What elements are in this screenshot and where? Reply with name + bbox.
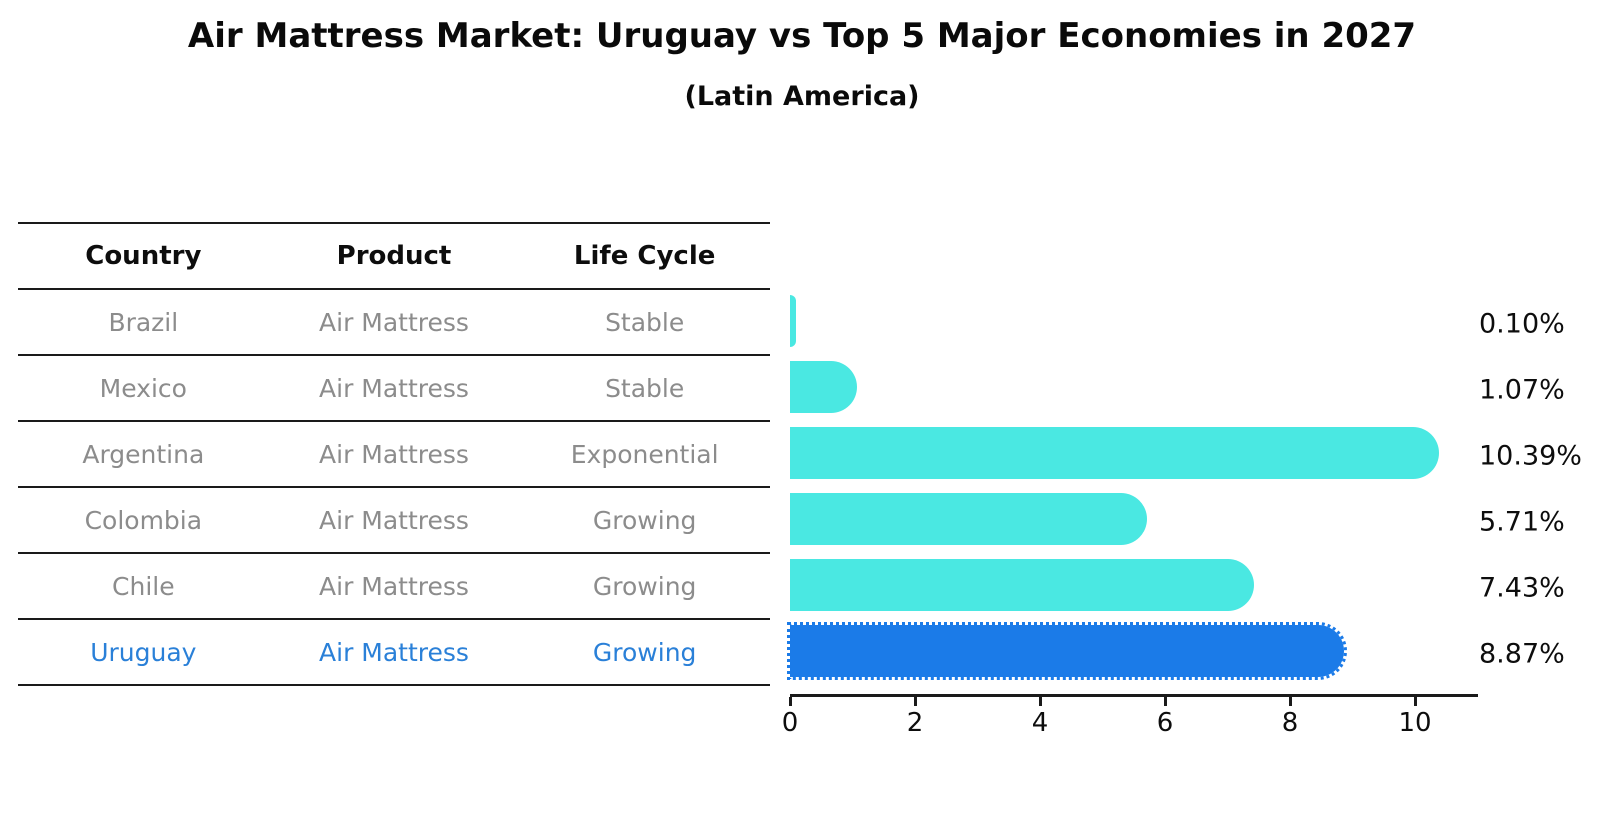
bar-value-label: 10.39%	[1479, 440, 1582, 472]
bar-mexico	[790, 361, 857, 413]
table-cell-life_cycle: Growing	[592, 637, 697, 667]
bar-chile	[790, 559, 1255, 611]
bar-brazil	[790, 295, 797, 347]
country-table: Country Product Life Cycle Brazil Air Mat…	[18, 222, 770, 686]
x-axis-tick	[1288, 697, 1292, 706]
bar-value-label: 7.43%	[1479, 572, 1565, 604]
table-cell-country: Colombia	[84, 505, 203, 535]
table-cell-country: Chile	[112, 571, 175, 601]
x-axis-tick-label: 6	[1156, 708, 1174, 738]
bar-uruguay	[786, 622, 1348, 680]
chart-title: Air Mattress Market: Uruguay vs Top 5 Ma…	[187, 16, 1417, 56]
table-cell-life_cycle: Growing	[592, 571, 697, 601]
x-axis-tick-label: 2	[906, 708, 924, 738]
table-body: Brazil Air Mattress Stable Mexico Air Mattre…	[18, 290, 770, 686]
bar-argentina	[790, 427, 1440, 479]
table-cell-product: Air Mattress	[319, 373, 469, 403]
x-axis-line	[790, 694, 1478, 697]
x-axis-tick	[788, 697, 792, 706]
x-axis-tick	[1038, 697, 1042, 706]
table-cell-country: Argentina	[82, 439, 205, 469]
bar-value-label: 1.07%	[1479, 374, 1565, 406]
table-header-country: Country	[85, 241, 202, 271]
table-cell-product: Air Mattress	[319, 307, 469, 337]
table-cell-life_cycle: Exponential	[570, 439, 719, 469]
bar-value-label: 8.87%	[1479, 638, 1565, 670]
bar-value-label: 5.71%	[1479, 506, 1565, 538]
x-axis-tick	[1413, 697, 1417, 706]
x-axis-tick-label: 10	[1398, 708, 1432, 738]
table-cell-life_cycle: Stable	[605, 307, 685, 337]
table-cell-product: Air Mattress	[319, 637, 469, 667]
table-header-lifecycle: Life Cycle	[573, 241, 716, 271]
table-cell-product: Air Mattress	[319, 439, 469, 469]
bar-value-label: 0.10%	[1479, 308, 1565, 340]
table-cell-life_cycle: Stable	[605, 373, 685, 403]
x-axis-tick	[1163, 697, 1167, 706]
table-row: Mexico Air Mattress Stable	[18, 356, 770, 422]
table-cell-country: Uruguay	[90, 637, 197, 667]
x-axis-tick	[913, 697, 917, 706]
table-header-product: Product	[336, 241, 452, 271]
x-axis-tick-label: 4	[1031, 708, 1049, 738]
table-row: Uruguay Air Mattress Growing	[18, 620, 770, 686]
table-cell-country: Mexico	[99, 373, 187, 403]
table-row: Chile Air Mattress Growing	[18, 554, 770, 620]
table-cell-product: Air Mattress	[319, 571, 469, 601]
table-cell-life_cycle: Growing	[592, 505, 697, 535]
x-axis-tick-label: 0	[781, 708, 799, 738]
table-header-row: Country Product Life Cycle	[18, 224, 770, 290]
table-row: Colombia Air Mattress Growing	[18, 488, 770, 554]
chart-subtitle: (Latin America)	[684, 81, 920, 112]
table-cell-product: Air Mattress	[319, 505, 469, 535]
bar-colombia	[790, 493, 1147, 545]
table-row: Brazil Air Mattress Stable	[18, 290, 770, 356]
table-cell-country: Brazil	[108, 307, 179, 337]
x-axis-tick-label: 8	[1281, 708, 1299, 738]
table-row: Argentina Air Mattress Exponential	[18, 422, 770, 488]
